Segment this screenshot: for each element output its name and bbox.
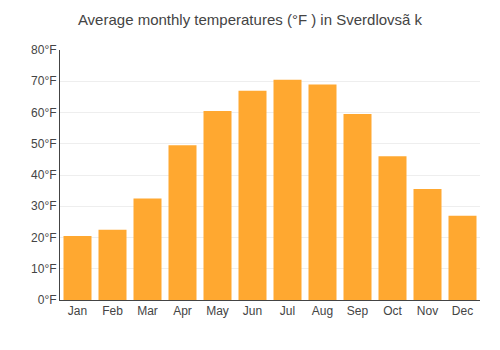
svg-text:Mar: Mar: [137, 304, 158, 318]
svg-text:70°F: 70°F: [31, 74, 56, 88]
svg-text:Nov: Nov: [417, 304, 438, 318]
svg-text:Sep: Sep: [347, 304, 369, 318]
svg-text:10°F: 10°F: [31, 262, 56, 276]
svg-text:60°F: 60°F: [31, 106, 56, 120]
svg-text:80°F: 80°F: [31, 43, 56, 57]
svg-text:May: May: [206, 304, 229, 318]
svg-text:40°F: 40°F: [31, 168, 56, 182]
svg-text:Jun: Jun: [243, 304, 262, 318]
svg-text:Average monthly temperatures (: Average monthly temperatures (°F ) in Sv…: [78, 11, 423, 28]
svg-text:50°F: 50°F: [31, 137, 56, 151]
svg-text:Feb: Feb: [102, 304, 123, 318]
svg-text:20°F: 20°F: [31, 231, 56, 245]
svg-text:Jan: Jan: [68, 304, 87, 318]
svg-text:Jul: Jul: [280, 304, 295, 318]
svg-text:Aug: Aug: [312, 304, 333, 318]
svg-text:Dec: Dec: [452, 304, 473, 318]
svg-text:30°F: 30°F: [31, 199, 56, 213]
svg-text:Oct: Oct: [383, 304, 402, 318]
svg-text:Apr: Apr: [173, 304, 192, 318]
svg-text:0°F: 0°F: [38, 293, 57, 307]
